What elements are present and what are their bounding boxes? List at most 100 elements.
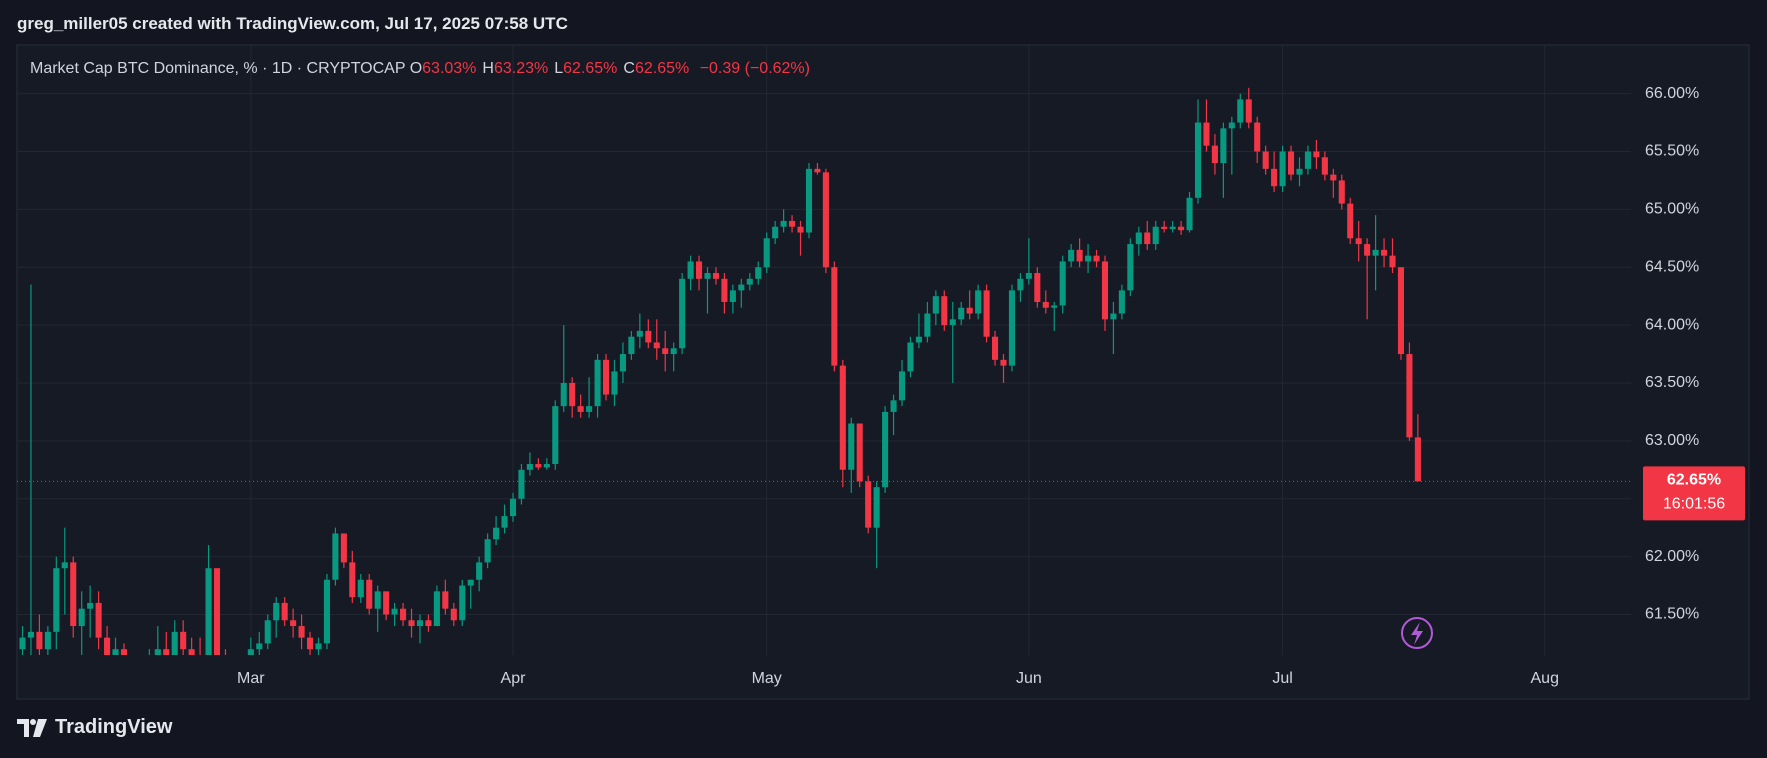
- y-tick-label: 61.50%: [1645, 606, 1699, 623]
- candle-body: [1008, 290, 1015, 366]
- candle-body: [1220, 128, 1227, 164]
- logo-part: [30, 718, 36, 725]
- candle-body: [180, 631, 187, 650]
- candle-body: [628, 336, 635, 355]
- candle-body: [839, 365, 846, 470]
- y-tick-label: 64.00%: [1645, 316, 1699, 333]
- candle-body: [1118, 290, 1125, 314]
- candle-body: [1397, 267, 1405, 355]
- ohlc-value: 62.65%: [634, 60, 690, 77]
- candle-body: [1237, 99, 1244, 123]
- last-price-box: [1643, 466, 1745, 521]
- candle-body: [848, 423, 855, 470]
- candle-body: [70, 562, 77, 627]
- candle-body: [1161, 226, 1168, 230]
- candle-body: [1093, 255, 1100, 262]
- x-tick-label: Jul: [1272, 670, 1292, 687]
- candle-body: [433, 591, 440, 627]
- x-tick-label: May: [752, 670, 782, 687]
- candle-body: [1110, 313, 1117, 320]
- candle-body: [1228, 122, 1235, 129]
- candle-body: [755, 267, 762, 279]
- candle-body: [112, 649, 119, 655]
- candle-body: [552, 406, 559, 465]
- candle-body: [805, 168, 813, 233]
- candle-body: [1144, 232, 1151, 245]
- candle-body: [1127, 244, 1134, 291]
- candle-body: [526, 464, 533, 470]
- logo-part: [33, 718, 47, 737]
- brand-name: TradingView: [55, 716, 173, 738]
- candle-body: [332, 533, 339, 580]
- x-tick-label: Mar: [237, 670, 265, 687]
- candle-body: [958, 307, 965, 320]
- candle-body: [704, 273, 711, 279]
- candle-body: [1304, 151, 1311, 169]
- candle-body: [416, 620, 424, 627]
- candle-body: [408, 620, 415, 627]
- candle-body: [679, 278, 686, 349]
- candle-body: [1355, 238, 1362, 245]
- ohlc-key: C: [623, 60, 635, 77]
- candle-body: [493, 527, 500, 540]
- y-tick-label: 62.00%: [1645, 548, 1699, 565]
- candle-body: [290, 620, 297, 627]
- ohlc-value: 63.23%: [493, 60, 549, 77]
- candle-body: [1279, 151, 1286, 187]
- candle-body: [104, 637, 111, 655]
- y-tick-label: 66.00%: [1645, 85, 1699, 102]
- candle-body: [1076, 249, 1083, 262]
- candle-body: [1178, 226, 1185, 231]
- legend: Market Cap BTC Dominance, % · 1D · CRYPT…: [30, 60, 810, 78]
- candle-body: [1194, 122, 1202, 198]
- candle-body: [323, 579, 330, 644]
- candle-body: [636, 330, 643, 337]
- candle-body: [560, 382, 567, 407]
- lightning-icon[interactable]: [1401, 617, 1433, 649]
- candle-body: [467, 579, 474, 586]
- last-price-label: 62.65%: [1667, 472, 1721, 489]
- candle-body: [95, 602, 102, 638]
- candle-body: [1068, 249, 1075, 262]
- candle-body: [898, 371, 906, 401]
- change: −0.39 (−0.62%): [699, 60, 810, 77]
- candle-body: [78, 608, 85, 627]
- y-tick-label: 65.50%: [1645, 143, 1699, 160]
- candle-body: [306, 637, 314, 650]
- ohlc-key: O: [409, 60, 423, 77]
- candle-body: [772, 226, 779, 239]
- candle-body: [53, 568, 60, 632]
- attribution: greg_miller05 created with TradingView.c…: [17, 14, 568, 33]
- candle-body: [1203, 122, 1210, 146]
- legend-title: Market Cap BTC Dominance, % · 1D · CRYPT…: [30, 60, 406, 77]
- candle-body: [941, 296, 948, 326]
- candle-body: [349, 562, 356, 598]
- candle-body: [602, 359, 610, 395]
- candle-body: [44, 631, 51, 650]
- candle-body: [924, 313, 931, 337]
- candle-body: [19, 637, 26, 650]
- candle-body: [890, 400, 897, 412]
- candle-body: [1254, 122, 1261, 152]
- candle-body: [577, 406, 584, 412]
- candle-body: [1169, 226, 1176, 230]
- candle-body: [543, 464, 550, 468]
- candle-body: [1381, 249, 1388, 256]
- candle-body: [340, 533, 347, 563]
- candle-body: [1051, 305, 1058, 308]
- candle-body: [738, 284, 745, 291]
- candle-body: [1389, 255, 1396, 268]
- candle-body: [746, 278, 753, 285]
- candle-body: [1364, 244, 1371, 256]
- candle-body: [273, 602, 280, 621]
- candle-body: [865, 481, 872, 528]
- candle-body: [374, 591, 381, 609]
- candle-body: [366, 579, 373, 609]
- candle-body: [670, 348, 677, 355]
- chart-panel: [16, 44, 1750, 700]
- candle-body: [586, 406, 593, 412]
- candle-body: [1330, 174, 1337, 181]
- x-tick-label: Aug: [1531, 670, 1559, 687]
- candle-body: [696, 261, 703, 279]
